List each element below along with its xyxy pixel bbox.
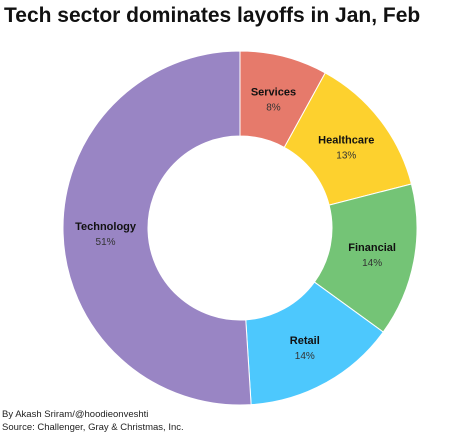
slice-label-retail: Retail <box>290 335 320 347</box>
slice-value-technology: 51% <box>96 237 116 248</box>
slice-label-financial: Financial <box>348 242 396 254</box>
slice-value-financial: 14% <box>362 258 382 269</box>
slice-label-services: Services <box>251 87 296 99</box>
chart-footer: By Akash Sriram/@hoodieonveshti Source: … <box>2 408 184 434</box>
byline: By Akash Sriram/@hoodieonveshti <box>2 409 149 420</box>
slice-value-healthcare: 13% <box>336 151 356 162</box>
slice-value-retail: 14% <box>295 351 315 362</box>
slice-label-healthcare: Healthcare <box>318 135 374 147</box>
slice-technology <box>62 50 252 406</box>
chart-title: Tech sector dominates layoffs in Jan, Fe… <box>4 4 421 27</box>
slice-label-technology: Technology <box>75 221 137 233</box>
source-note: Source: Challenger, Gray & Christmas, In… <box>2 422 184 433</box>
slice-value-services: 8% <box>266 103 281 114</box>
